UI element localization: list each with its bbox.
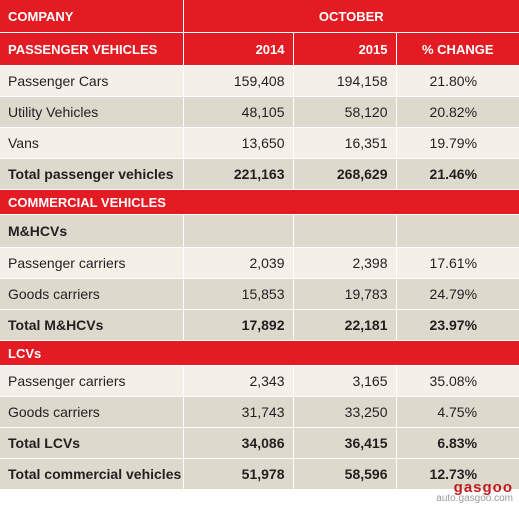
october-header: OCTOBER xyxy=(183,0,519,33)
value-2015: 194,158 xyxy=(293,65,397,97)
value-change: 19.79% xyxy=(396,127,519,159)
value-2015: 268,629 xyxy=(293,158,397,190)
value-change: 12.73% xyxy=(396,458,519,490)
commercial-vehicles-header-row: COMMERCIAL VEHICLES xyxy=(0,189,519,215)
row-label: Passenger carriers xyxy=(0,365,184,397)
value-2015: 58,120 xyxy=(293,96,397,128)
value-2015: 33,250 xyxy=(293,396,397,428)
sales-table: COMPANY OCTOBER PASSENGER VEHICLES 2014 … xyxy=(0,0,519,490)
value-change: 21.46% xyxy=(396,158,519,190)
row-label: Goods carriers xyxy=(0,396,184,428)
table-row: Utility Vehicles 48,105 58,120 20.82% xyxy=(0,96,519,128)
value-2015: 58,596 xyxy=(293,458,397,490)
table-row: Passenger carriers 2,343 3,165 35.08% xyxy=(0,365,519,397)
value-2014: 17,892 xyxy=(183,309,294,341)
table-row: Goods carriers 31,743 33,250 4.75% xyxy=(0,396,519,428)
value-2015: 3,165 xyxy=(293,365,397,397)
value-change: 17.61% xyxy=(396,247,519,279)
row-label: Passenger Cars xyxy=(0,65,184,97)
watermark-logo: gasgoo xyxy=(453,479,513,496)
lcv-header-row: LCVs xyxy=(0,340,519,366)
value-2015: 19,783 xyxy=(293,278,397,310)
value-change: 35.08% xyxy=(396,365,519,397)
row-label: Passenger carriers xyxy=(0,247,184,279)
table-row: Passenger Cars 159,408 194,158 21.80% xyxy=(0,65,519,97)
mhcv-section-title: M&HCVs xyxy=(0,214,184,248)
value-2015: 22,181 xyxy=(293,309,397,341)
value-2014: 48,105 xyxy=(183,96,294,128)
row-label: Total M&HCVs xyxy=(0,309,184,341)
company-header: COMPANY xyxy=(0,0,184,33)
value-change: 21.80% xyxy=(396,65,519,97)
value-2015: 2,398 xyxy=(293,247,397,279)
value-2014: 15,853 xyxy=(183,278,294,310)
value-change: 24.79% xyxy=(396,278,519,310)
total-row: Total LCVs 34,086 36,415 6.83% xyxy=(0,427,519,459)
table-header-row: COMPANY OCTOBER xyxy=(0,0,519,33)
value-2014: 13,650 xyxy=(183,127,294,159)
value-2014: 159,408 xyxy=(183,65,294,97)
table-row: Passenger carriers 2,039 2,398 17.61% xyxy=(0,247,519,279)
passenger-vehicles-heading: PASSENGER VEHICLES xyxy=(0,32,184,66)
watermark-url: auto.gasgoo.com xyxy=(436,493,513,504)
lcv-section-title: LCVs xyxy=(0,340,519,366)
table-row: Goods carriers 15,853 19,783 24.79% xyxy=(0,278,519,310)
value-change: 20.82% xyxy=(396,96,519,128)
row-label: Utility Vehicles xyxy=(0,96,184,128)
value-2014: 51,978 xyxy=(183,458,294,490)
value-2015: 36,415 xyxy=(293,427,397,459)
passenger-vehicles-header-row: PASSENGER VEHICLES 2014 2015 % CHANGE xyxy=(0,32,519,66)
year-2015-header: 2015 xyxy=(293,32,397,66)
row-label: Vans xyxy=(0,127,184,159)
row-label: Total LCVs xyxy=(0,427,184,459)
value-change: 4.75% xyxy=(396,396,519,428)
row-label: Total passenger vehicles xyxy=(0,158,184,190)
value-2014: 2,343 xyxy=(183,365,294,397)
row-label: Goods carriers xyxy=(0,278,184,310)
value-2014: 31,743 xyxy=(183,396,294,428)
value-change: 6.83% xyxy=(396,427,519,459)
total-row: Total M&HCVs 17,892 22,181 23.97% xyxy=(0,309,519,341)
grand-total-row: Total commercial vehicles 51,978 58,596 … xyxy=(0,458,519,490)
value-2015: 16,351 xyxy=(293,127,397,159)
row-label: Total commercial vehicles xyxy=(0,458,184,490)
percent-change-header: % CHANGE xyxy=(396,32,519,66)
watermark: gasgoo auto.gasgoo.com xyxy=(436,479,513,504)
commercial-vehicles-heading: COMMERCIAL VEHICLES xyxy=(0,189,519,215)
total-row: Total passenger vehicles 221,163 268,629… xyxy=(0,158,519,190)
value-2014: 34,086 xyxy=(183,427,294,459)
value-2014: 221,163 xyxy=(183,158,294,190)
value-2014: 2,039 xyxy=(183,247,294,279)
value-change: 23.97% xyxy=(396,309,519,341)
table-row: Vans 13,650 16,351 19.79% xyxy=(0,127,519,159)
year-2014-header: 2014 xyxy=(183,32,294,66)
section-row: M&HCVs xyxy=(0,214,519,248)
